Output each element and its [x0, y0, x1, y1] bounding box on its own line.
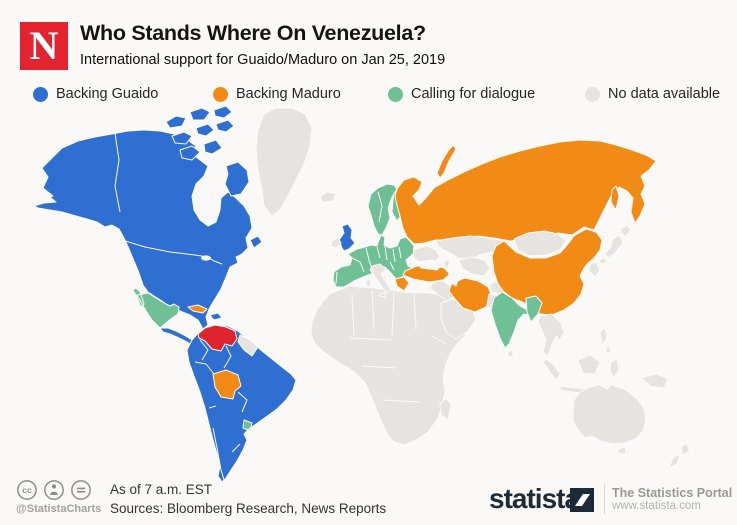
page-subtitle: International support for Guaido/Maduro … — [80, 52, 446, 68]
map-region-iran — [448, 277, 493, 313]
map-region-indochina — [537, 313, 565, 357]
map-region-greece — [394, 276, 410, 292]
cc-attribution-icon — [43, 479, 65, 501]
map-region-venezuela — [197, 324, 238, 352]
legend-swatch-dialogue — [388, 86, 403, 102]
legend-label: No data available — [608, 86, 721, 102]
map-region-mongolia — [513, 230, 567, 257]
legend-item-calling-for-dialogue: Calling for dialogue — [388, 86, 535, 102]
map-region-myanmar — [525, 295, 543, 323]
black-sea — [415, 259, 444, 271]
statista-url: www.statista.com — [612, 500, 701, 512]
map-countries — [33, 105, 690, 483]
legend-label: Backing Guaido — [56, 86, 159, 102]
map-region-australia — [572, 384, 647, 455]
country-borders — [114, 132, 402, 481]
map-region-iceland — [319, 191, 337, 203]
africa-faint-borders — [349, 289, 447, 403]
map-region-mexico — [132, 287, 180, 329]
map-region-china — [491, 228, 603, 316]
map-region-new-zealand — [668, 442, 690, 469]
map-region-italy — [365, 263, 392, 298]
map-region-sri-lanka — [507, 349, 514, 358]
map-region-madagascar — [439, 397, 452, 421]
map-region-uk — [338, 223, 356, 252]
map-region-sakhalin — [610, 185, 620, 211]
cc-license-icons: cc — [16, 479, 92, 501]
legend-item-backing-maduro: Backing Maduro — [213, 86, 341, 102]
map-region-central-asia — [458, 256, 491, 277]
map-region-levant-iraq — [429, 280, 456, 302]
map-region-cuba — [187, 304, 208, 314]
legend-label: Backing Maduro — [236, 86, 341, 102]
statista-wordmark: statista — [489, 483, 580, 514]
map-region-bolivia — [212, 369, 242, 400]
legend-swatch-nodata — [585, 86, 600, 102]
map-region-india — [490, 291, 535, 349]
map-region-guyanas — [237, 334, 259, 357]
map-region-south-america — [186, 324, 297, 483]
statista-charts-credit: @StatistaCharts — [16, 503, 102, 515]
footer-divider — [604, 484, 605, 514]
legend-item-no-data: No data available — [585, 86, 720, 102]
legend-item-backing-guaido: Backing Guaido — [33, 86, 158, 102]
newsweek-logo: N — [20, 22, 68, 70]
map-region-scandinavia — [367, 183, 398, 236]
svg-text:cc: cc — [22, 485, 32, 495]
map-region-japan — [598, 224, 632, 265]
sources-note: Sources: Bloomberg Research, News Report… — [110, 501, 387, 516]
map-region-ukraine — [412, 245, 441, 264]
map-region-philippines — [599, 327, 612, 354]
map-region-north-america — [33, 129, 253, 330]
map-region-ireland — [330, 236, 342, 249]
legend-label: Calling for dialogue — [411, 86, 536, 102]
map-region-greenland — [255, 107, 313, 217]
page-title: Who Stands Where On Venezuela? — [80, 21, 426, 45]
map-region-africa — [310, 285, 467, 446]
map-region-arctic-islands — [165, 105, 263, 249]
map-region-korea — [588, 261, 601, 278]
as-of-note: As of 7 a.m. EST — [110, 482, 213, 497]
cc-nd-icon — [70, 479, 92, 501]
statista-logo-icon — [570, 488, 594, 512]
caspian-sea — [447, 257, 461, 287]
legend-swatch-guaido — [33, 86, 48, 102]
statista-tagline: The Statistics Portal — [612, 486, 733, 500]
newsweek-logo-letter: N — [29, 23, 59, 68]
map-region-novaya-zemlya — [436, 144, 457, 179]
cc-icon: cc — [16, 479, 38, 501]
legend-swatch-maduro — [213, 86, 228, 102]
map-region-hispaniola — [209, 312, 223, 321]
